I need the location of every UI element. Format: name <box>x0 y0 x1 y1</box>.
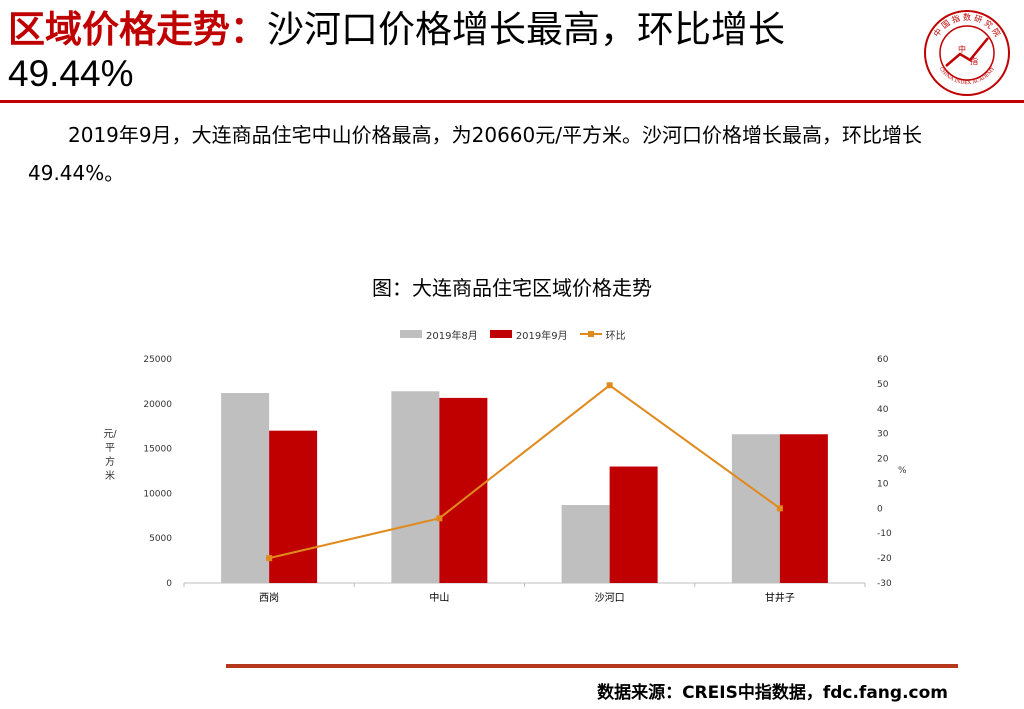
x-category-label: 沙河口 <box>595 592 625 604</box>
title-text: 沙河口价格增长最高，环比增长 <box>267 8 785 51</box>
bar-aug-0 <box>221 393 270 583</box>
x-category-label: 甘井子 <box>765 591 795 604</box>
y-left-tick-label: 5000 <box>149 534 172 544</box>
legend-label-aug: 2019年8月 <box>426 330 478 342</box>
y-right-tick-label: 40 <box>877 405 889 415</box>
mom-point-0 <box>266 555 273 562</box>
svg-text:指: 指 <box>970 56 978 66</box>
svg-text:中: 中 <box>958 44 966 54</box>
bar-sep-1 <box>439 397 488 583</box>
y-right-tick-label: -10 <box>877 529 892 539</box>
header-divider <box>0 100 1024 103</box>
page-title: 区域价格走势：沙河口价格增长最高，环比增长 49.44% <box>8 8 908 96</box>
mom-point-3 <box>776 505 783 512</box>
legend-item-sep: 2019年9月 <box>489 327 568 342</box>
price-trend-chart: 0 5000 10000 15000 20000 25000 -30 -20 -10 0 10 20 3… <box>143 355 892 604</box>
chart-legend: 2019年8月 2019年9月 环比 <box>400 327 638 342</box>
y-right-tick-label: 30 <box>877 430 889 440</box>
mom-point-2 <box>606 382 613 389</box>
legend-item-mom: 环比 <box>579 327 626 342</box>
y-right-tick-label: -20 <box>877 554 892 564</box>
y-axis-right-label: % <box>898 466 907 476</box>
bar-sep-3 <box>779 434 828 583</box>
bar-sep-2 <box>609 466 658 583</box>
y-axis-left-label: 元/平方米 <box>103 429 117 482</box>
x-category-label: 西岗 <box>259 592 279 604</box>
chart-title: 图：大连商品住宅区域价格走势 <box>372 276 652 300</box>
data-source: 数据来源：CREIS中指数据，fdc.fang.com <box>597 683 948 703</box>
y-right-tick-label: 60 <box>877 355 889 365</box>
y-right-tick-label: 50 <box>877 380 889 390</box>
y-right-tick-label: -30 <box>877 579 892 589</box>
china-index-academy-seal-icon: 中 国 指 数 研 究 院 CHINA INDEX ACADEMY 中 指 <box>922 8 1012 98</box>
legend-label-mom: 环比 <box>605 330 626 342</box>
bar-aug-3 <box>731 434 780 583</box>
y-left-tick-label: 15000 <box>143 445 172 455</box>
title-emphasis: 区域价格走势： <box>8 8 267 51</box>
y-left-tick-label: 20000 <box>143 400 172 410</box>
bar-sep-0 <box>269 430 318 583</box>
legend-label-sep: 2019年9月 <box>515 330 568 342</box>
y-right-tick-label: 0 <box>877 504 883 514</box>
mom-point-1 <box>436 515 443 522</box>
legend-swatch-mom <box>579 329 602 339</box>
summary-text: 2019年9月，大连商品住宅中山价格最高，为20660元/平方米。沙河口价格增长… <box>28 123 922 185</box>
y-right-tick-label: 20 <box>877 455 889 465</box>
y-left-tick-label: 10000 <box>143 489 172 499</box>
bar-aug-2 <box>561 505 610 583</box>
legend-item-aug: 2019年8月 <box>400 327 478 342</box>
y-left-tick-label: 25000 <box>143 355 172 365</box>
legend-swatch-aug <box>400 330 422 338</box>
legend-swatch-sep <box>489 330 512 338</box>
y-left-tick-label: 0 <box>166 579 172 589</box>
bar-aug-1 <box>391 391 440 583</box>
mom-line <box>268 384 781 560</box>
x-category-label: 中山 <box>429 591 449 604</box>
y-right-tick-label: 10 <box>877 479 889 489</box>
title-value: 49.44% <box>8 53 134 94</box>
footer-divider <box>226 664 958 668</box>
